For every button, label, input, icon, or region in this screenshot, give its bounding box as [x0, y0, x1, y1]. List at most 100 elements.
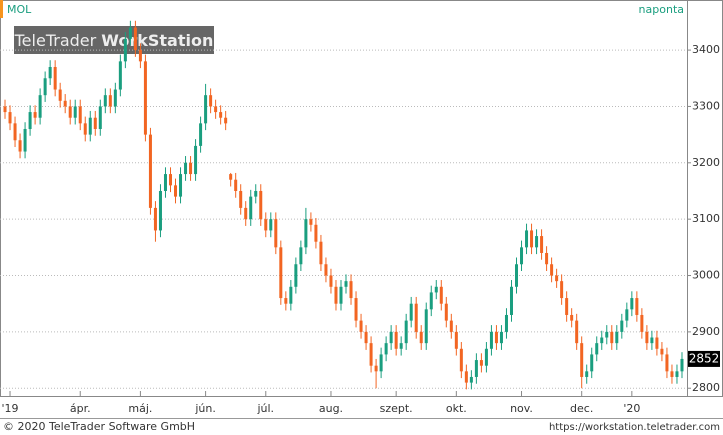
y-tick-label: 2900: [692, 325, 720, 338]
candle-body: [269, 219, 273, 231]
candle-body: [665, 354, 669, 372]
candle-body: [409, 303, 413, 321]
candle-body: [73, 106, 77, 118]
candle-body: [194, 145, 198, 175]
y-tick-label: 3000: [692, 269, 720, 282]
candle-body: [78, 106, 82, 124]
candle-body: [439, 286, 443, 304]
candle-body: [219, 112, 223, 118]
watermark: TeleTrader WorkStation: [14, 31, 214, 50]
y-tick-label: 2800: [692, 381, 720, 394]
candle-body: [389, 331, 393, 344]
candle-body: [88, 117, 92, 135]
candle-body: [23, 128, 27, 152]
x-tick-label: '20: [623, 402, 640, 415]
candle-body: [509, 286, 513, 315]
candle-body: [339, 286, 343, 304]
candle-body: [174, 185, 178, 197]
title-marker: [0, 0, 3, 18]
candle-body: [83, 123, 87, 135]
candle-body: [555, 275, 559, 282]
candle-body: [595, 343, 599, 355]
candle-body: [565, 298, 569, 315]
candle-body: [8, 112, 12, 124]
candle-body: [158, 190, 162, 231]
candle-body: [294, 264, 298, 287]
candle-body: [209, 95, 213, 107]
candle-body: [419, 331, 423, 344]
x-tick-label: júl.: [256, 402, 274, 415]
candle-body: [199, 123, 203, 146]
candle-body: [464, 371, 468, 383]
candle-body: [615, 331, 619, 344]
y-tick-label: 3100: [692, 212, 720, 225]
candle-body: [58, 89, 62, 101]
candle-body: [600, 337, 604, 344]
candle-body: [520, 247, 524, 265]
candle-body: [640, 314, 644, 332]
candle-body: [28, 112, 32, 129]
candle-body: [128, 27, 132, 39]
interval-label: naponta: [639, 3, 684, 16]
x-tick-label: jún.: [194, 402, 216, 415]
candle-body: [625, 309, 629, 321]
candle-body: [384, 343, 388, 355]
candle-body: [369, 343, 373, 366]
candle-body: [108, 95, 112, 107]
candle-body: [254, 190, 258, 197]
candle-body: [660, 348, 664, 355]
candle-body: [429, 292, 433, 310]
chart-title: MOL: [7, 3, 32, 16]
candle-body: [259, 190, 263, 220]
y-tick-label: 3400: [692, 43, 720, 56]
candle-body: [93, 117, 97, 129]
candle-body: [469, 376, 473, 383]
candle-body: [374, 365, 378, 372]
candle-body: [239, 190, 243, 208]
candle-body: [675, 371, 679, 377]
candle-body: [459, 348, 463, 372]
candle-body: [354, 298, 358, 321]
candle-body: [570, 314, 574, 321]
candle-body: [379, 354, 383, 372]
candle-body: [133, 27, 137, 51]
candle-body: [319, 241, 323, 265]
candle-body: [264, 219, 268, 231]
candle-body: [249, 196, 253, 220]
candle-body: [620, 320, 624, 332]
candle-body: [580, 343, 584, 377]
candle-body: [434, 286, 438, 293]
candle-body: [274, 219, 278, 248]
candle-body: [530, 230, 534, 248]
y-tick-label: 3200: [692, 156, 720, 169]
candle-body: [349, 281, 353, 299]
last-price-label: 2852: [689, 351, 720, 365]
watermark-bold: WorkStation: [101, 31, 213, 50]
candle-body: [404, 320, 408, 344]
candle-body: [605, 331, 609, 338]
candle-body: [329, 275, 333, 287]
candle-body: [334, 286, 338, 304]
candle-body: [98, 106, 102, 129]
candle-body: [585, 371, 589, 377]
candle-body: [444, 303, 448, 321]
candle-body: [143, 61, 147, 135]
footer-right: https://workstation.teletrader.com: [549, 422, 720, 433]
candle-body: [168, 174, 173, 186]
candle-body: [43, 78, 47, 96]
watermark-light: TeleTrader: [14, 31, 102, 50]
candle-body: [645, 331, 649, 344]
candle-body: [179, 174, 183, 197]
x-tick-label: dec.: [570, 402, 593, 415]
candle-body: [148, 134, 152, 208]
candle-body: [525, 230, 529, 248]
candle-body: [479, 360, 483, 366]
candle-body: [670, 371, 674, 377]
candle-body: [38, 95, 42, 118]
candle-body: [324, 264, 328, 276]
candle-body: [138, 50, 142, 62]
candle-body: [474, 360, 478, 377]
candle-body: [304, 219, 308, 248]
candle-body: [394, 331, 398, 349]
candle-body: [540, 236, 544, 253]
